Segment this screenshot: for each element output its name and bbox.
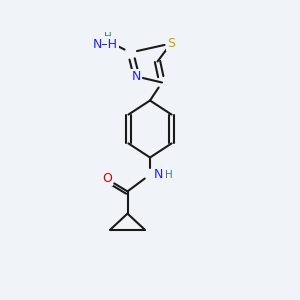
Text: O: O (102, 172, 112, 185)
Text: S: S (167, 37, 175, 50)
Text: H: H (165, 169, 172, 180)
Text: H: H (104, 32, 112, 43)
Text: N–H: N–H (92, 38, 118, 51)
Text: N: N (154, 168, 163, 181)
Text: N: N (132, 70, 141, 83)
